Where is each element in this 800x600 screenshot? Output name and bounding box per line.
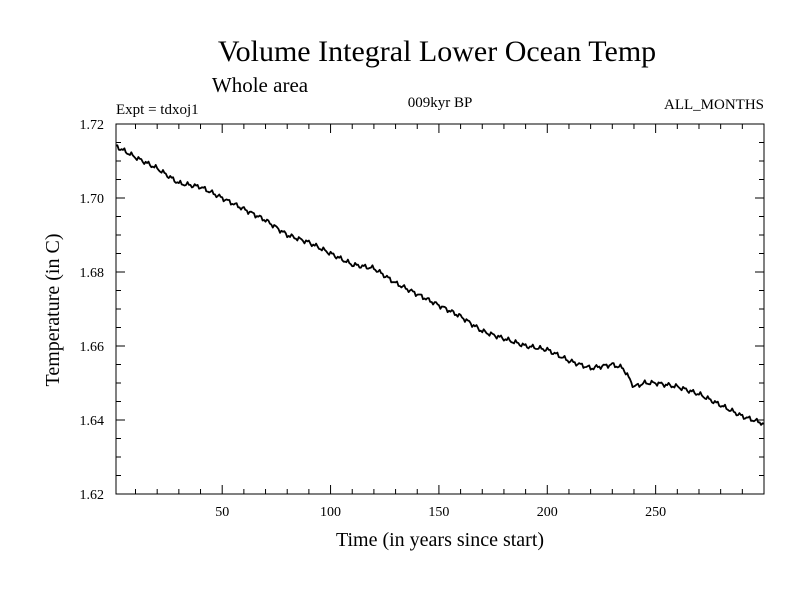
- months-label: ALL_MONTHS: [664, 97, 764, 113]
- y-axis-label: Temperature (in C): [42, 234, 64, 387]
- chart-title: Volume Integral Lower Ocean Temp: [218, 35, 656, 68]
- y-tick-label: 1.64: [80, 414, 105, 429]
- chart-subtitle: Whole area: [212, 73, 309, 97]
- tick-labels: 50 100 150 200 250 1.62 1.64 1.66 1.68 1.70 1.72: [80, 118, 667, 520]
- y-tick-label: 1.72: [80, 118, 105, 133]
- period-label: 009kyr BP: [408, 95, 473, 111]
- temperature-series-line: [115, 144, 765, 426]
- plot-frame: [115, 123, 765, 495]
- y-tick-label: 1.68: [80, 266, 105, 281]
- x-tick-label: 100: [320, 505, 341, 520]
- x-tick-label: 50: [215, 505, 229, 520]
- y-tick-label: 1.62: [80, 488, 105, 503]
- experiment-label: Expt = tdxoj1: [116, 102, 199, 118]
- y-tick-label: 1.70: [80, 192, 105, 207]
- y-tick-label: 1.66: [80, 340, 105, 355]
- x-tick-label: 200: [537, 505, 558, 520]
- tick-marks: [116, 123, 764, 495]
- x-tick-label: 250: [645, 505, 666, 520]
- x-axis-label: Time (in years since start): [336, 529, 544, 551]
- x-tick-label: 150: [428, 505, 449, 520]
